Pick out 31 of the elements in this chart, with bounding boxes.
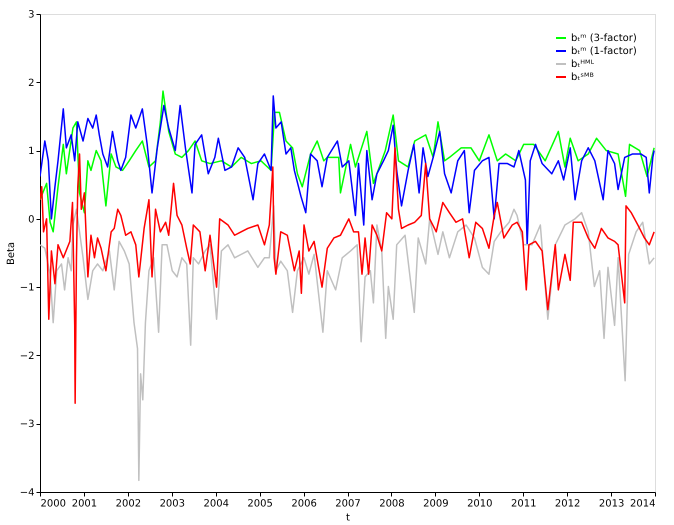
y-tick-label: 2 — [28, 78, 34, 89]
line-series — [40, 147, 655, 404]
y-tick-label: −4 — [20, 488, 34, 498]
x-tick-label: 2013 — [598, 498, 624, 510]
x-tick-label: 2010 — [467, 498, 493, 510]
y-axis-title: Beta — [6, 242, 17, 266]
line-series — [40, 205, 655, 482]
y-tick-label: −3 — [20, 419, 34, 430]
x-tick-label: 2005 — [247, 498, 273, 510]
x-tick-label: 2003 — [160, 498, 186, 510]
y-tick-label: 3 — [28, 10, 34, 20]
x-axis-title: t — [346, 512, 350, 524]
x-tick-label: 2009 — [423, 498, 449, 510]
legend-label: bₜᵐ (1-factor) — [571, 46, 637, 57]
x-tick-label: 2002 — [116, 498, 142, 510]
x-tick-label: 2011 — [510, 498, 536, 510]
y-tick-label: −2 — [20, 350, 34, 362]
y-tick-label: 0 — [28, 214, 34, 226]
y-tick-label: −1 — [20, 282, 34, 294]
y-tick-label: 1 — [28, 146, 34, 158]
legend-label: bₜˢᴹᴮ — [571, 72, 594, 83]
x-tick-label: 2001 — [72, 498, 98, 510]
legend-label: bₜᴴᴹᴸ — [571, 59, 594, 70]
x-tick-label: 2007 — [335, 498, 361, 510]
x-tick-label: 2012 — [554, 498, 580, 510]
legend-label: bₜᵐ (3-factor) — [571, 33, 637, 44]
x-tick-label: 2004 — [203, 498, 229, 510]
x-tick-label: 2014 — [630, 498, 656, 510]
x-tick-label: 2006 — [291, 498, 317, 510]
x-tick-label: 2000 — [40, 498, 66, 510]
x-tick-label: 2008 — [379, 498, 405, 510]
